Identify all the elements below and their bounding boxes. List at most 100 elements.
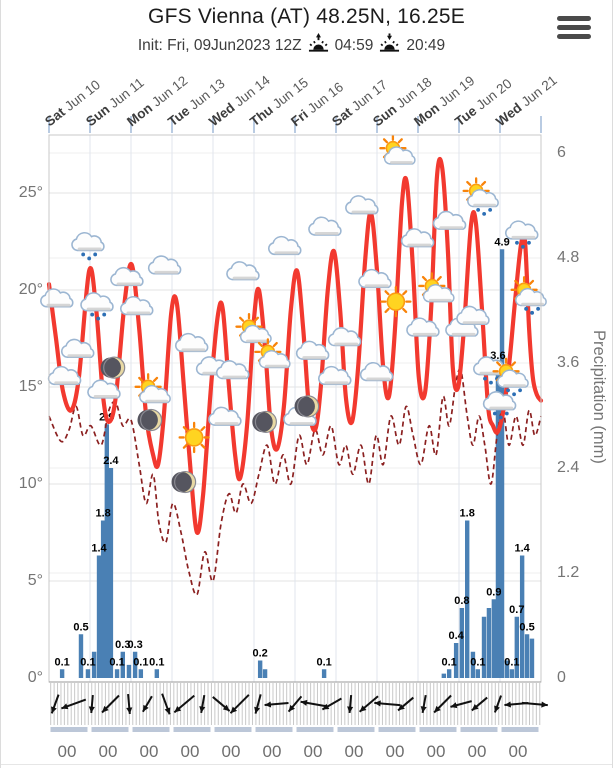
dewpoint-curve xyxy=(48,368,542,596)
rain-drop-icon xyxy=(498,415,503,420)
hour-tick-label: 00 xyxy=(467,742,487,761)
precip-bar xyxy=(120,651,125,678)
precip-bar xyxy=(59,669,65,678)
moon-icon xyxy=(137,408,163,432)
precip-bar xyxy=(470,651,476,678)
wind-arrow xyxy=(142,695,153,713)
hour-tick-label: 00 xyxy=(98,742,118,761)
temp-axis-tick: 0° xyxy=(27,669,43,686)
wind-arrow xyxy=(397,696,415,712)
cloud-icon xyxy=(239,324,272,344)
rain-drop-icon xyxy=(518,388,522,393)
sun-behind-cloud-icon xyxy=(379,134,416,165)
cloud-icon xyxy=(482,391,517,411)
moon-icon xyxy=(252,410,277,434)
init-subtitle: Init: Fri, 09Jun2023 12Z 04:59 xyxy=(1,33,582,59)
hour-tick-label: 00 xyxy=(221,742,241,761)
day-segment xyxy=(378,727,416,732)
precip-bar xyxy=(465,520,470,678)
precip-bar xyxy=(509,669,515,678)
day-segment xyxy=(460,727,498,732)
temp-axis-tick: 5° xyxy=(27,572,43,589)
precip-value-label: 0.1 xyxy=(109,656,124,668)
precip-bar xyxy=(504,660,510,678)
precip-bar xyxy=(519,555,525,678)
precip-value-label: 0.9 xyxy=(486,586,501,598)
rain-drop-icon xyxy=(489,380,493,385)
precip-bar xyxy=(475,669,481,678)
wind-arrow xyxy=(433,694,452,714)
precip-bar xyxy=(441,673,447,678)
wind-arrow xyxy=(88,694,95,714)
wind-arrow xyxy=(212,696,231,712)
temp-axis-tick: 10° xyxy=(18,475,43,492)
sun-behind-cloud-icon xyxy=(254,338,291,369)
precip-value-label: 1.8 xyxy=(95,508,110,520)
precip-bar xyxy=(524,634,530,678)
sun-behind-rain-cloud-icon xyxy=(462,177,499,216)
cloud-icon xyxy=(359,361,394,382)
wind-arrow xyxy=(374,700,401,707)
rain-drop-icon xyxy=(81,252,86,257)
rain-drop-icon xyxy=(521,244,525,249)
wind-arrow xyxy=(50,694,60,714)
wind-arrow xyxy=(161,693,171,715)
cloud-icon xyxy=(208,406,242,426)
wind-arrow xyxy=(61,698,87,710)
precip-bar xyxy=(85,669,91,678)
rain-drop-icon xyxy=(527,240,531,245)
precip-bar xyxy=(459,608,465,678)
hour-tick-label: 00 xyxy=(426,742,446,761)
sun-behind-cloud-icon xyxy=(235,313,272,344)
cloud-icon xyxy=(174,332,209,353)
hamburger-menu-icon[interactable] xyxy=(557,16,591,43)
precip-value-label: 0.1 xyxy=(316,656,331,668)
precip-bar xyxy=(138,669,144,678)
precip-value-label: 0.2 xyxy=(253,648,268,660)
rain-drop-icon xyxy=(524,306,529,311)
cloud-icon xyxy=(87,379,121,399)
cloud-icon xyxy=(467,189,499,208)
wind-arrow xyxy=(126,693,133,715)
cloud-icon xyxy=(515,287,547,307)
precip-value-label: 0.3 xyxy=(115,639,130,651)
cloud-icon xyxy=(139,384,171,404)
precip-value-label: 2.4 xyxy=(103,455,119,467)
precip-axis-tick: 1.2 xyxy=(557,564,580,581)
init-label: Init: Fri, 09Jun2023 12Z xyxy=(137,37,302,54)
day-segment xyxy=(50,727,88,732)
wind-band xyxy=(50,683,548,732)
cloud-icon xyxy=(267,235,302,256)
cloud-icon xyxy=(358,268,392,289)
page-title: GFS Vienna (AT) 48.25N, 16.25E xyxy=(148,5,465,28)
rain-drop-icon xyxy=(515,240,519,245)
cloud-icon xyxy=(295,340,330,360)
cloud-icon xyxy=(119,295,154,316)
cloud-icon xyxy=(496,369,529,388)
cloud-icon xyxy=(110,266,144,287)
precip-value-label: 0.1 xyxy=(470,656,485,668)
rain-drop-icon xyxy=(530,310,535,315)
precip-bar xyxy=(132,651,138,678)
precip-bar xyxy=(495,363,501,678)
sky-icons xyxy=(40,134,547,494)
precip-value-label: 4.9 xyxy=(494,236,509,248)
precip-bar xyxy=(453,643,459,678)
moon-icon xyxy=(100,356,126,379)
hour-tick-label: 00 xyxy=(508,742,528,761)
precip-bar xyxy=(257,660,263,678)
sun-behind-cloud-icon xyxy=(418,272,455,303)
rain-drop-icon xyxy=(488,207,493,212)
precip-bar xyxy=(481,616,487,678)
precip-value-label: 0.7 xyxy=(509,604,524,616)
day-segment xyxy=(255,727,293,732)
precip-bar xyxy=(514,616,520,678)
rain-drop-icon xyxy=(536,306,541,311)
sunset-icon xyxy=(378,33,401,59)
precip-bar xyxy=(108,468,114,678)
hour-tick-label: 00 xyxy=(303,742,323,761)
rain-drop-icon xyxy=(483,376,487,381)
sun-icon xyxy=(380,285,412,318)
rain-drop-icon xyxy=(506,388,510,393)
